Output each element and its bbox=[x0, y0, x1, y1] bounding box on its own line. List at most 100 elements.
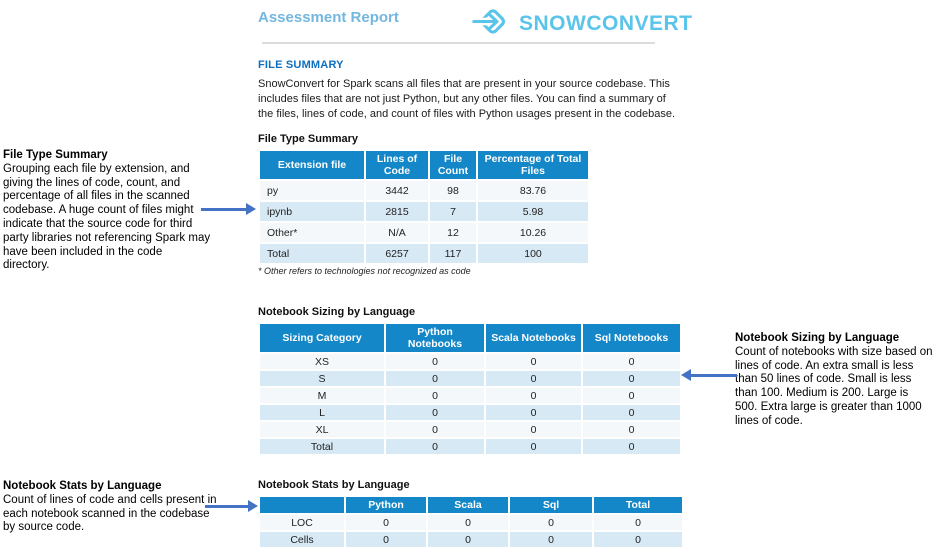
left-arrow-icon bbox=[681, 369, 737, 381]
table-row: Total 6257 117 100 bbox=[260, 244, 588, 264]
annotation-body: Count of lines of code and cells present… bbox=[3, 493, 217, 534]
file-summary-heading: FILE SUMMARY bbox=[258, 59, 344, 71]
table-cell: 0 bbox=[386, 354, 484, 370]
table-cell: LOC bbox=[260, 515, 344, 531]
table-cell: 0 bbox=[486, 422, 581, 438]
table-cell: 6257 bbox=[366, 244, 428, 264]
table-cell: 0 bbox=[486, 439, 581, 455]
table-cell: 0 bbox=[583, 439, 680, 455]
table-cell: 98 bbox=[430, 181, 476, 201]
file-summary-paragraph: SnowConvert for Spark scans all files th… bbox=[258, 78, 676, 121]
column-header: Lines of Code bbox=[366, 151, 428, 180]
table-cell: 12 bbox=[430, 223, 476, 243]
table-cell: 0 bbox=[428, 515, 508, 531]
right-arrow-icon bbox=[201, 203, 256, 215]
table-cell: L bbox=[260, 405, 384, 421]
column-header: Sizing Category bbox=[260, 324, 384, 353]
table-cell: ipynb bbox=[260, 202, 364, 222]
notebook-stats-table: Python Scala Sql Total LOC 0 0 0 0 Cells… bbox=[258, 495, 684, 549]
column-header: Python bbox=[346, 497, 426, 514]
column-header: Scala bbox=[428, 497, 508, 514]
table-cell: 0 bbox=[583, 388, 680, 404]
table-cell: 117 bbox=[430, 244, 476, 264]
annotation-notebook-sizing: Notebook Sizing by Language Count of not… bbox=[735, 332, 933, 429]
table-cell: Total bbox=[260, 244, 364, 264]
column-header bbox=[260, 497, 344, 514]
table-cell: 0 bbox=[583, 422, 680, 438]
table-cell: 0 bbox=[386, 405, 484, 421]
table-cell: py bbox=[260, 181, 364, 201]
annotation-title: Notebook Sizing by Language bbox=[735, 332, 900, 344]
brand-name: SNOWCONVERT bbox=[519, 12, 693, 35]
table-cell: 0 bbox=[510, 515, 592, 531]
column-header: Total bbox=[594, 497, 682, 514]
annotation-body: Count of notebooks with size based on li… bbox=[735, 345, 933, 427]
table-row: py 3442 98 83.76 bbox=[260, 181, 588, 201]
table-cell: 0 bbox=[594, 532, 682, 548]
column-header: Extension file bbox=[260, 151, 364, 180]
notebook-sizing-title: Notebook Sizing by Language bbox=[258, 306, 416, 318]
table-cell: 0 bbox=[346, 532, 426, 548]
table-row: XS 0 0 0 bbox=[260, 354, 680, 370]
snowconvert-logo: SNOWCONVERT bbox=[472, 5, 693, 43]
table-row: LOC 0 0 0 0 bbox=[260, 515, 682, 531]
header-divider bbox=[262, 42, 655, 44]
table-cell: N/A bbox=[366, 223, 428, 243]
column-header: Scala Notebooks bbox=[486, 324, 581, 353]
table-cell: 10.26 bbox=[478, 223, 588, 243]
table-row: L 0 0 0 bbox=[260, 405, 680, 421]
table-cell: 0 bbox=[386, 422, 484, 438]
table-cell: 0 bbox=[583, 371, 680, 387]
table-cell: 100 bbox=[478, 244, 588, 264]
table-cell: Cells bbox=[260, 532, 344, 548]
table-cell: XL bbox=[260, 422, 384, 438]
annotation-notebook-stats: Notebook Stats by Language Count of line… bbox=[3, 480, 221, 535]
table-row: Total 0 0 0 bbox=[260, 439, 680, 455]
right-arrow-icon bbox=[205, 500, 258, 512]
table-cell: 7 bbox=[430, 202, 476, 222]
table-cell: 3442 bbox=[366, 181, 428, 201]
snowconvert-arrow-diamond-icon bbox=[472, 5, 512, 43]
column-header: Sql Notebooks bbox=[583, 324, 680, 353]
file-type-summary-table: Extension file Lines of Code File Count … bbox=[258, 149, 590, 265]
table-cell: 0 bbox=[386, 388, 484, 404]
table-cell: Total bbox=[260, 439, 384, 455]
table-cell: 5.98 bbox=[478, 202, 588, 222]
table-row: M 0 0 0 bbox=[260, 388, 680, 404]
table-cell: 0 bbox=[486, 388, 581, 404]
column-header: Percentage of Total Files bbox=[478, 151, 588, 180]
notebook-sizing-table: Sizing Category Python Notebooks Scala N… bbox=[258, 322, 682, 456]
table-row: S 0 0 0 bbox=[260, 371, 680, 387]
table-row: XL 0 0 0 bbox=[260, 422, 680, 438]
table-cell: 0 bbox=[486, 371, 581, 387]
annotation-body: Grouping each file by extension, and giv… bbox=[3, 162, 211, 272]
annotation-title: File Type Summary bbox=[3, 149, 108, 161]
table-cell: 83.76 bbox=[478, 181, 588, 201]
table-cell: Other* bbox=[260, 223, 364, 243]
table-cell: S bbox=[260, 371, 384, 387]
table-cell: 0 bbox=[486, 405, 581, 421]
table-cell: 0 bbox=[386, 371, 484, 387]
table-cell: 0 bbox=[594, 515, 682, 531]
table-cell: 0 bbox=[346, 515, 426, 531]
file-type-summary-title: File Type Summary bbox=[258, 133, 359, 145]
column-header: File Count bbox=[430, 151, 476, 180]
table-cell: 0 bbox=[386, 439, 484, 455]
table-cell: 0 bbox=[486, 354, 581, 370]
table-header-row: Extension file Lines of Code File Count … bbox=[260, 151, 588, 180]
table-cell: 2815 bbox=[366, 202, 428, 222]
table-cell: XS bbox=[260, 354, 384, 370]
table-cell: 0 bbox=[583, 354, 680, 370]
column-header: Sql bbox=[510, 497, 592, 514]
table-cell: 0 bbox=[510, 532, 592, 548]
table-cell: M bbox=[260, 388, 384, 404]
table-cell: 0 bbox=[583, 405, 680, 421]
table-header-row: Sizing Category Python Notebooks Scala N… bbox=[260, 324, 680, 353]
notebook-stats-title: Notebook Stats by Language bbox=[258, 479, 410, 491]
annotation-title: Notebook Stats by Language bbox=[3, 480, 162, 492]
table-row: Cells 0 0 0 0 bbox=[260, 532, 682, 548]
table-row: Other* N/A 12 10.26 bbox=[260, 223, 588, 243]
table-cell: 0 bbox=[428, 532, 508, 548]
table-footnote: * Other refers to technologies not recog… bbox=[258, 266, 471, 276]
